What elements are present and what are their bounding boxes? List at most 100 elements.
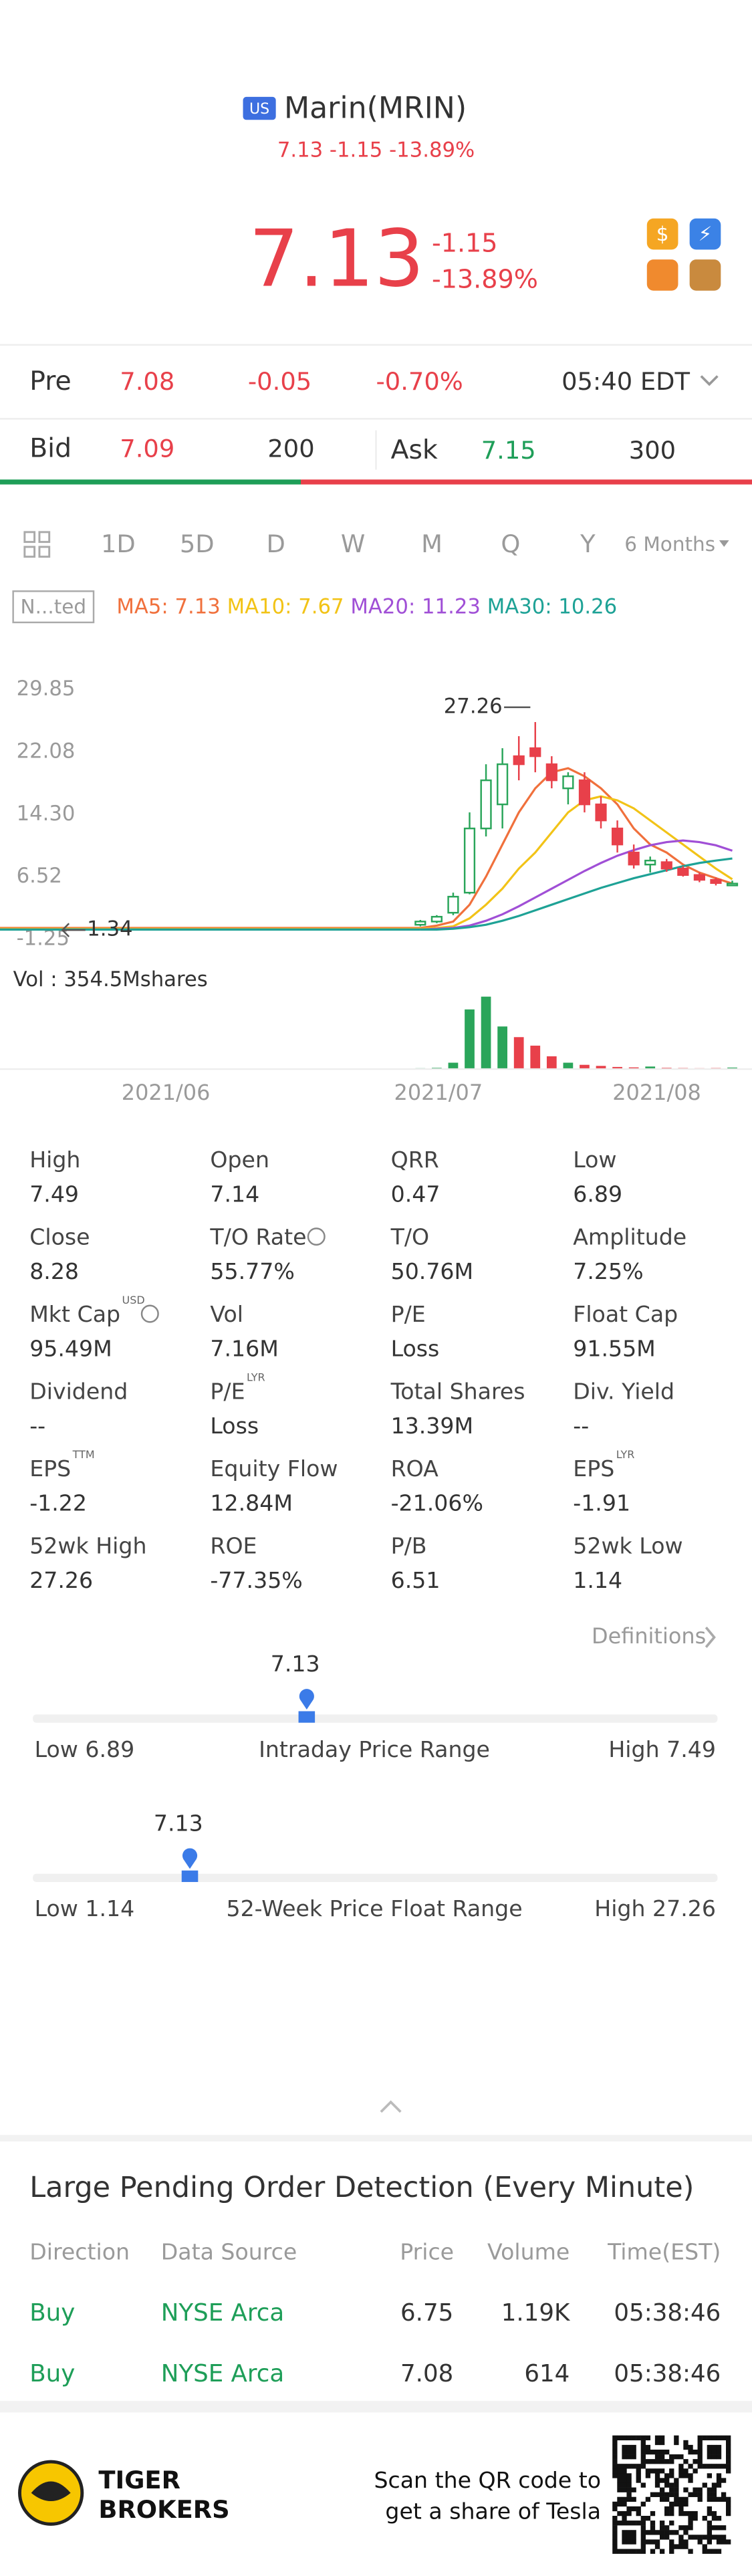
qr-cell <box>645 2539 651 2545</box>
qr-cell <box>659 2487 665 2492</box>
stat-label: Dividend <box>29 1378 128 1404</box>
qr-cell <box>640 2482 646 2488</box>
stat-label: Close <box>29 1224 90 1250</box>
volume-bar <box>563 1062 574 1070</box>
qr-cell <box>631 2549 636 2554</box>
definitions-link[interactable]: Definitions <box>592 1623 706 1649</box>
qr-cell <box>636 2473 641 2478</box>
stat-label: P/B <box>391 1532 427 1558</box>
tiger-logo-mark <box>31 2481 71 2501</box>
stat-value: 55.77% <box>210 1258 294 1284</box>
qr-cell <box>654 2454 660 2460</box>
qr-cell <box>640 2444 646 2450</box>
qr-cell <box>659 2468 665 2474</box>
tab-dropdown[interactable] <box>719 540 729 547</box>
qr-cell <box>678 2544 684 2549</box>
qr-cell <box>711 2487 717 2492</box>
collapse-chevron[interactable] <box>380 2100 402 2113</box>
definitions-arrow[interactable] <box>705 1627 716 1648</box>
candle-body <box>545 763 557 782</box>
period-tab[interactable]: 6 Months <box>624 533 715 556</box>
brand: BROKERS <box>98 2495 229 2524</box>
stat-sup: USD <box>122 1294 145 1306</box>
qr-cell <box>626 2482 632 2488</box>
qr-cell <box>645 2435 651 2441</box>
orders-header: Data Source <box>161 2239 297 2265</box>
qr-cell <box>674 2482 679 2488</box>
period-tab[interactable]: W <box>341 530 365 558</box>
qr-cell <box>622 2482 627 2488</box>
qr-cell <box>669 2473 674 2478</box>
us-badge: US <box>249 100 269 118</box>
qr-cell <box>669 2468 674 2474</box>
qr-cell <box>640 2440 646 2446</box>
qr-cell <box>721 2464 727 2469</box>
volume-bar <box>497 1026 508 1070</box>
qr-cell <box>707 2464 713 2469</box>
icon-dollar[interactable] <box>646 218 678 250</box>
qr-cell <box>654 2478 660 2483</box>
bid-ask-bar <box>0 479 752 485</box>
qr-cell <box>622 2549 627 2554</box>
qr-cell <box>640 2435 646 2441</box>
pre-dropdown[interactable] <box>700 375 719 386</box>
qr-cell <box>711 2510 717 2516</box>
qr-cell <box>683 2539 688 2545</box>
period-tab[interactable]: D <box>266 530 285 558</box>
qr-cell <box>716 2482 722 2488</box>
stat-label: Vol <box>210 1301 243 1327</box>
icon-learn[interactable] <box>689 259 721 291</box>
qr-cell <box>650 2539 656 2545</box>
qr-cell <box>617 2521 622 2526</box>
qr-cell <box>612 2506 618 2512</box>
period-tab[interactable]: Q <box>501 530 520 558</box>
qr-cell <box>664 2510 670 2516</box>
period-tab[interactable]: 1D <box>101 530 136 558</box>
qr-cell <box>702 2549 707 2554</box>
icon-flash[interactable] <box>689 218 721 250</box>
qr-cell <box>612 2454 618 2460</box>
change-pct: -13.89% <box>432 265 538 294</box>
range-title: 52-Week Price Float Range <box>226 1895 522 1921</box>
stat-value: 50.76M <box>391 1258 474 1284</box>
range-title: Intraday Price Range <box>259 1736 490 1762</box>
qr-cell <box>707 2492 713 2497</box>
qr-cell <box>711 2492 717 2497</box>
qr-cell <box>693 2516 698 2521</box>
qr-cell <box>659 2478 665 2483</box>
qr-cell <box>636 2435 641 2441</box>
qr-cell <box>631 2487 636 2492</box>
orders-cell: 05:38:46 <box>614 2360 721 2387</box>
qr-cell <box>669 2530 674 2535</box>
info-icon[interactable] <box>140 1304 159 1323</box>
period-tab[interactable]: 5D <box>180 530 215 558</box>
range-high: High 27.26 <box>594 1895 716 1921</box>
indicator[interactable]: N...ted <box>21 595 87 618</box>
icon-options[interactable] <box>646 259 678 291</box>
qr-cell <box>688 2510 693 2516</box>
qr-cell <box>645 2530 651 2535</box>
qr-cell <box>636 2464 641 2469</box>
qr-cell <box>688 2492 693 2497</box>
qr-cell <box>650 2449 656 2455</box>
qr-cell <box>631 2435 636 2441</box>
candle-body <box>430 915 443 923</box>
layout-icon[interactable] <box>23 531 51 558</box>
qr-cell <box>669 2454 674 2460</box>
stat-value: 0.47 <box>391 1181 441 1207</box>
qr-cell <box>711 2496 717 2502</box>
period-tab[interactable]: M <box>421 530 443 558</box>
pre-time[interactable]: 05:40 EDT <box>561 367 690 396</box>
qr-cell <box>659 2435 665 2441</box>
stat-value: Loss <box>391 1336 440 1362</box>
indicator-box[interactable] <box>12 590 95 624</box>
qr-cell <box>659 2492 665 2497</box>
qr-cell <box>622 2501 627 2507</box>
qr-cell <box>640 2549 646 2554</box>
qr-cell <box>617 2487 622 2492</box>
info-icon[interactable] <box>307 1227 326 1246</box>
qr-cell <box>697 2454 703 2460</box>
qr-cell <box>636 2478 641 2483</box>
period-tab[interactable]: Y <box>580 530 596 558</box>
qr-cell <box>683 2473 688 2478</box>
